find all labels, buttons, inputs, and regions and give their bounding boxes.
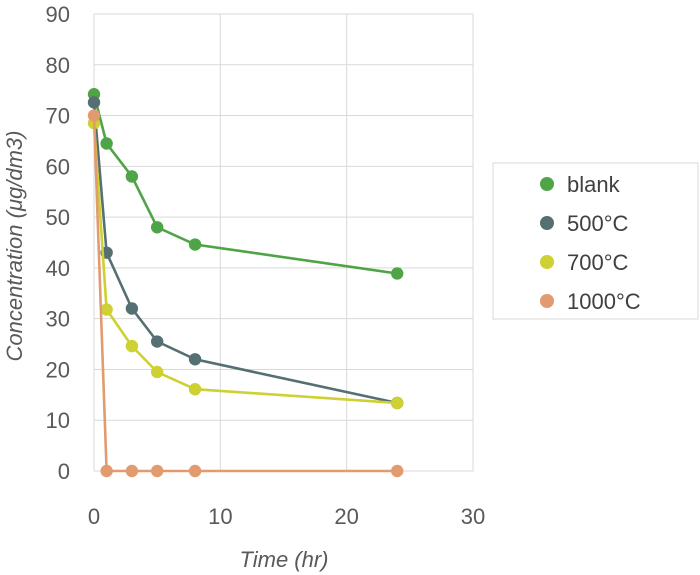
data-point bbox=[150, 365, 164, 379]
y-tick-label: 80 bbox=[46, 53, 70, 78]
legend-marker bbox=[540, 177, 554, 191]
y-axis-ticks: 0 10 20 30 40 50 60 70 80 90 bbox=[46, 2, 70, 484]
x-axis-ticks: 0 10 20 30 bbox=[88, 504, 485, 529]
data-point bbox=[87, 96, 101, 109]
data-point bbox=[188, 238, 202, 251]
data-point bbox=[188, 353, 202, 366]
series-line bbox=[92, 102, 398, 405]
data-point bbox=[391, 396, 404, 410]
data-point bbox=[150, 464, 164, 478]
x-axis-title: Time (hr) bbox=[239, 547, 328, 572]
y-tick-label: 10 bbox=[46, 408, 70, 433]
data-point bbox=[150, 221, 164, 234]
y-axis-title: Concentration (μg/dm3) bbox=[2, 131, 27, 362]
y-tick-label: 20 bbox=[46, 357, 70, 382]
series-line bbox=[92, 123, 398, 405]
legend-label: 500°C bbox=[567, 211, 629, 236]
series-3 bbox=[87, 109, 404, 478]
data-point bbox=[150, 335, 164, 348]
x-tick-label: 20 bbox=[334, 504, 358, 529]
y-tick-label: 50 bbox=[46, 205, 70, 230]
y-tick-label: 60 bbox=[46, 154, 70, 179]
x-tick-label: 10 bbox=[208, 504, 232, 529]
data-series bbox=[87, 88, 404, 478]
series-0 bbox=[87, 88, 404, 280]
x-tick-label: 0 bbox=[88, 504, 100, 529]
data-point bbox=[100, 464, 113, 478]
series-2 bbox=[87, 116, 404, 410]
legend-box bbox=[492, 162, 699, 320]
data-point bbox=[188, 383, 202, 396]
legend-marker bbox=[540, 255, 554, 269]
y-tick-label: 90 bbox=[46, 2, 70, 27]
data-point bbox=[87, 109, 101, 122]
grid bbox=[93, 13, 474, 472]
data-point bbox=[125, 170, 139, 183]
data-point bbox=[391, 464, 404, 478]
data-point bbox=[125, 339, 139, 353]
x-tick-label: 30 bbox=[461, 504, 485, 529]
data-point bbox=[391, 267, 404, 280]
y-tick-label: 30 bbox=[46, 307, 70, 332]
data-point bbox=[100, 303, 113, 316]
data-point bbox=[125, 302, 139, 315]
y-tick-label: 70 bbox=[46, 104, 70, 129]
legend: blank 500°C 700°C 1000°C bbox=[492, 162, 699, 320]
data-point bbox=[100, 137, 113, 150]
data-point bbox=[188, 464, 202, 478]
legend-label: blank bbox=[567, 172, 621, 197]
legend-label: 1000°C bbox=[567, 289, 641, 314]
legend-marker bbox=[540, 216, 554, 230]
series-line bbox=[92, 115, 398, 473]
legend-marker bbox=[540, 294, 554, 308]
y-tick-label: 40 bbox=[46, 256, 70, 281]
data-point bbox=[125, 464, 139, 478]
series-line bbox=[92, 93, 398, 275]
legend-label: 700°C bbox=[567, 250, 629, 275]
y-tick-label: 0 bbox=[58, 459, 70, 484]
